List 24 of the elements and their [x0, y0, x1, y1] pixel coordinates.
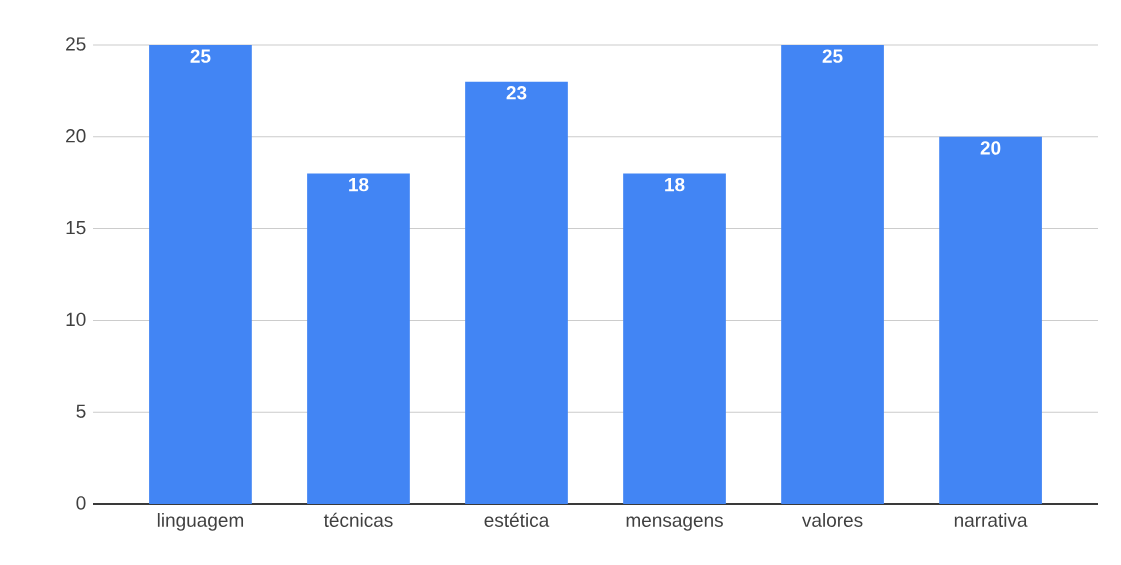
y-tick-label: 15: [66, 221, 86, 235]
y-tick-label: 25: [66, 37, 86, 51]
data-label: 25: [190, 49, 211, 63]
x-tick-label: estética: [484, 512, 550, 527]
y-tick-label: 20: [66, 129, 86, 143]
x-tick-label: técnicas: [323, 512, 393, 527]
data-label: 18: [665, 177, 685, 192]
bar: [149, 44, 252, 504]
x-tick-label: narrativa: [954, 513, 1028, 527]
bar: [307, 173, 410, 504]
data-label: 25: [822, 49, 843, 63]
y-tick-label: 0: [76, 496, 86, 510]
x-tick-label: valores: [801, 513, 863, 527]
data-label: 18: [349, 177, 369, 192]
data-label: 20: [980, 141, 1001, 155]
bar: [623, 173, 726, 504]
data-label: 23: [506, 86, 527, 100]
bar: [781, 44, 884, 504]
bar: [465, 81, 568, 504]
y-tick-label: 10: [66, 312, 86, 327]
bar: [939, 136, 1042, 504]
x-tick-label: linguagem: [157, 513, 244, 531]
y-tick-label: 5: [76, 404, 86, 418]
x-tick-label: mensagens: [626, 516, 723, 531]
